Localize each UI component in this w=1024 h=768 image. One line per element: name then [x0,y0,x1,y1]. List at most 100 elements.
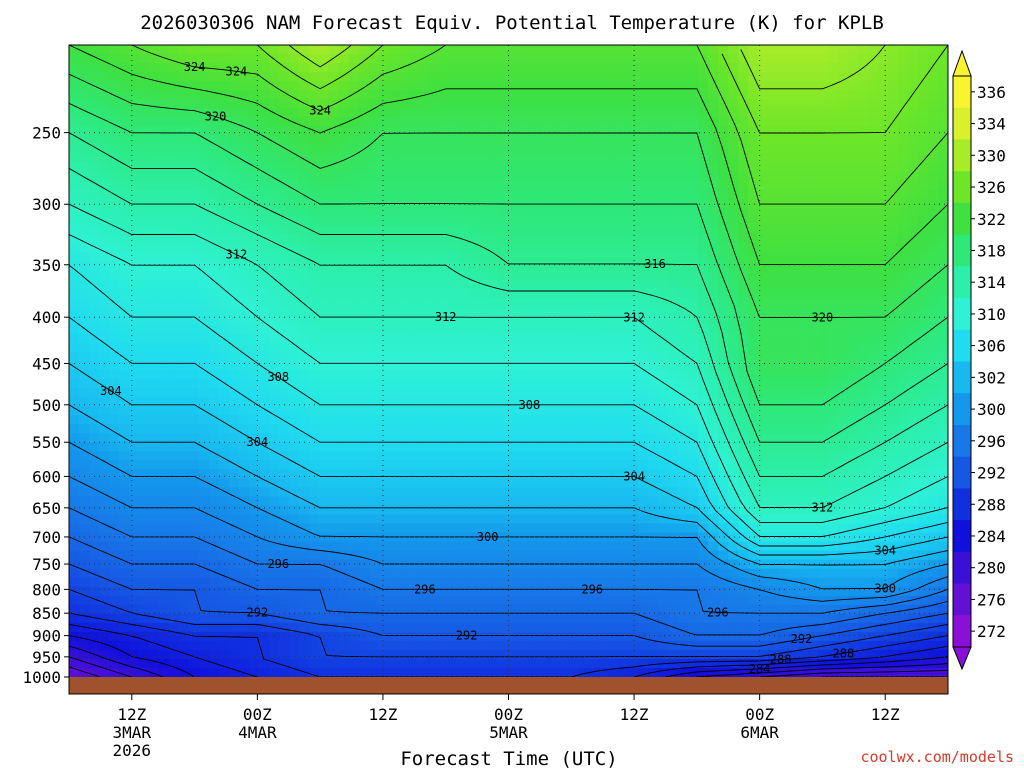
field-cell [908,297,919,308]
field-cell [178,406,190,416]
field-cell [858,469,869,479]
field-cell [218,351,230,362]
field-cell [908,144,919,154]
field-cell [208,243,220,254]
field-cell [268,198,280,209]
field-cell [708,45,719,55]
field-cell [478,433,490,443]
field-cell [768,99,779,109]
field-cell [558,424,570,434]
field-cell [69,487,80,498]
field-cell [318,261,330,272]
field-cell [538,324,550,335]
field-cell [788,198,799,209]
field-cell [758,415,769,425]
field-cell [548,424,560,434]
field-cell [558,496,570,507]
field-cell [148,270,160,281]
field-cell [518,90,530,100]
field-cell [288,487,300,498]
field-cell [428,415,440,425]
field-cell [248,180,260,191]
field-cell [768,126,779,136]
field-cell [898,379,909,389]
field-cell [248,523,260,534]
field-cell [258,279,270,290]
field-cell [69,424,80,434]
field-cell [558,433,570,443]
field-cell [158,342,170,353]
field-cell [768,135,779,145]
field-cell [158,397,170,407]
field-cell [438,81,450,91]
field-cell [118,505,130,516]
field-cell [888,361,899,371]
field-cell [418,252,430,263]
field-cell [508,324,520,335]
field-cell [768,225,779,236]
field-cell [258,361,270,371]
field-cell [568,297,580,308]
field-cell [368,270,380,281]
field-cell [738,532,749,543]
field-cell [818,379,829,389]
field-cell [378,324,390,335]
field-cell [178,351,190,362]
field-cell [468,54,480,64]
field-cell [98,351,110,362]
field-cell [238,162,250,172]
field-cell [128,306,140,317]
field-cell [338,397,350,407]
field-cell [338,324,350,335]
field-cell [628,288,639,299]
field-cell [238,361,250,371]
field-cell [598,162,609,172]
field-cell [288,442,300,452]
field-cell [318,171,330,182]
field-cell [508,90,520,100]
field-cell [288,424,300,434]
field-cell [278,496,290,507]
field-cell [398,370,410,380]
field-cell [638,207,649,218]
field-cell [768,379,779,389]
field-cell [678,153,689,163]
field-cell [718,324,729,335]
field-cell [598,397,609,407]
field-cell [258,424,270,434]
field-cell [908,496,919,507]
field-cell [878,135,889,145]
field-cell [598,252,609,263]
field-cell [498,207,510,218]
field-cell [218,99,230,109]
field-cell [858,108,869,118]
field-cell [868,225,879,236]
field-cell [918,460,929,470]
field-cell [938,342,948,353]
field-cell [218,108,230,118]
field-cell [758,388,769,398]
field-cell [468,126,480,136]
field-cell [548,54,560,64]
field-cell [78,370,90,380]
field-cell [128,433,140,443]
field-cell [118,153,130,163]
field-cell [778,279,789,290]
field-cell [538,514,550,525]
field-cell [168,297,180,308]
field-cell [768,171,779,182]
field-cell [568,424,580,434]
field-cell [398,379,410,389]
field-cell [528,54,540,64]
field-cell [228,126,240,136]
field-cell [918,117,929,127]
field-cell [898,288,909,299]
field-cell [228,388,240,398]
field-cell [728,442,739,452]
field-cell [878,442,889,452]
field-cell [718,487,729,498]
field-cell [238,216,250,227]
field-cell [288,523,300,534]
field-cell [718,243,729,254]
field-cell [378,469,390,479]
